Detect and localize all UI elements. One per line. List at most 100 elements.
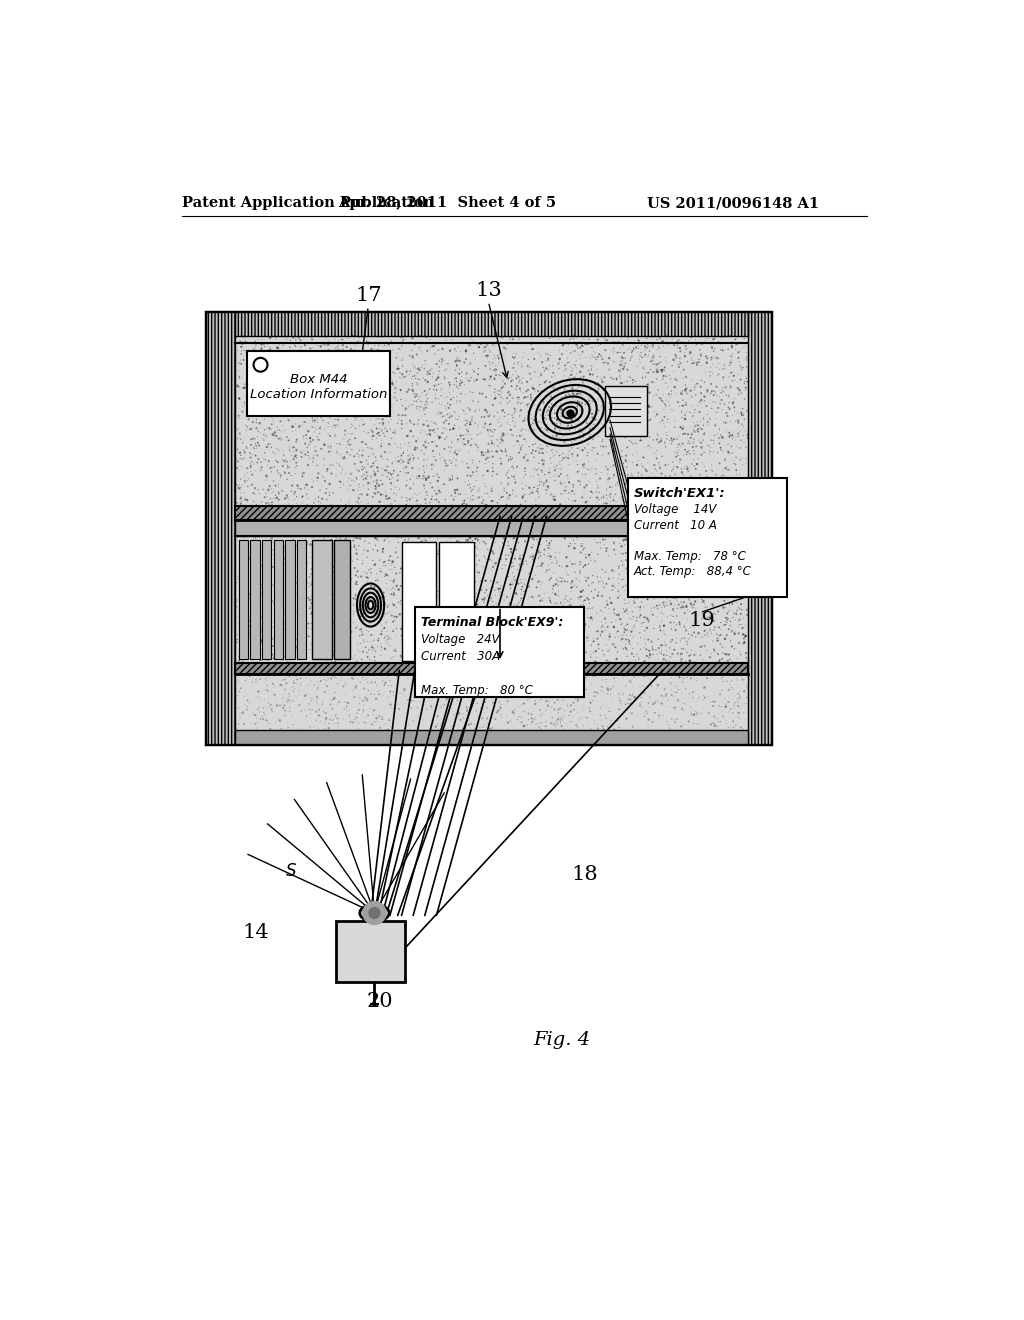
Point [452, 389, 468, 411]
Point [302, 428, 318, 449]
Point [425, 669, 441, 690]
Point [366, 348, 382, 370]
Point [724, 531, 740, 552]
Point [541, 512, 557, 533]
Point [261, 378, 278, 399]
Point [330, 409, 346, 430]
Point [712, 426, 728, 447]
Point [657, 634, 674, 655]
Point [675, 700, 691, 721]
Point [697, 544, 714, 565]
Point [624, 672, 640, 693]
Point [255, 579, 271, 601]
Point [340, 622, 356, 643]
Point [395, 549, 412, 570]
Point [625, 397, 641, 418]
Point [488, 619, 505, 640]
Point [247, 436, 263, 457]
Point [724, 424, 740, 445]
Point [376, 675, 392, 696]
Point [497, 405, 513, 426]
Point [585, 690, 601, 711]
Point [230, 360, 247, 381]
Point [476, 587, 493, 609]
Point [489, 636, 506, 657]
Point [355, 632, 372, 653]
Point [371, 680, 387, 701]
Point [627, 597, 643, 618]
Point [323, 437, 339, 458]
Point [373, 484, 389, 506]
Point [487, 364, 504, 385]
Point [313, 548, 330, 569]
Point [668, 676, 684, 697]
Point [244, 418, 260, 440]
Point [520, 348, 537, 370]
Point [622, 527, 638, 548]
Point [477, 548, 494, 569]
Point [313, 438, 330, 459]
Point [519, 450, 536, 471]
Point [546, 488, 562, 510]
Point [264, 491, 281, 512]
Point [377, 459, 393, 480]
Point [332, 512, 348, 533]
Point [564, 397, 581, 418]
Point [257, 709, 273, 730]
Point [540, 520, 556, 541]
Point [721, 512, 737, 533]
Point [296, 521, 312, 543]
Point [432, 482, 449, 503]
Point [418, 498, 434, 519]
Point [523, 521, 540, 543]
Point [522, 519, 539, 540]
Point [246, 528, 262, 549]
Point [597, 597, 613, 618]
Point [580, 451, 596, 473]
Point [656, 360, 673, 381]
Point [616, 535, 633, 556]
Point [616, 593, 633, 614]
Point [434, 605, 451, 626]
Point [248, 330, 264, 351]
Point [303, 618, 319, 639]
Point [673, 458, 689, 479]
Point [722, 482, 738, 503]
Point [234, 449, 251, 470]
Point [296, 517, 312, 539]
Point [720, 717, 736, 738]
Point [393, 576, 410, 597]
Point [621, 591, 637, 612]
Point [542, 545, 558, 566]
Point [371, 335, 387, 356]
Point [731, 510, 748, 531]
Point [598, 540, 614, 561]
Point [538, 562, 554, 583]
Point [394, 364, 411, 385]
Point [412, 546, 428, 568]
Point [342, 445, 358, 466]
Point [411, 409, 427, 430]
Point [244, 628, 260, 649]
Point [438, 523, 455, 544]
Point [364, 457, 380, 478]
Point [386, 583, 402, 605]
Point [594, 681, 610, 702]
Point [248, 669, 264, 690]
Point [687, 329, 703, 350]
Point [233, 455, 250, 477]
Point [345, 397, 361, 418]
Point [715, 428, 731, 449]
Point [724, 487, 740, 508]
Point [342, 463, 358, 484]
Point [275, 445, 292, 466]
Point [318, 459, 335, 480]
Point [452, 516, 468, 537]
Point [265, 635, 282, 656]
Point [698, 396, 715, 417]
Point [430, 616, 446, 638]
Point [523, 708, 540, 729]
Point [507, 473, 523, 494]
Point [374, 360, 390, 381]
Point [255, 702, 271, 723]
